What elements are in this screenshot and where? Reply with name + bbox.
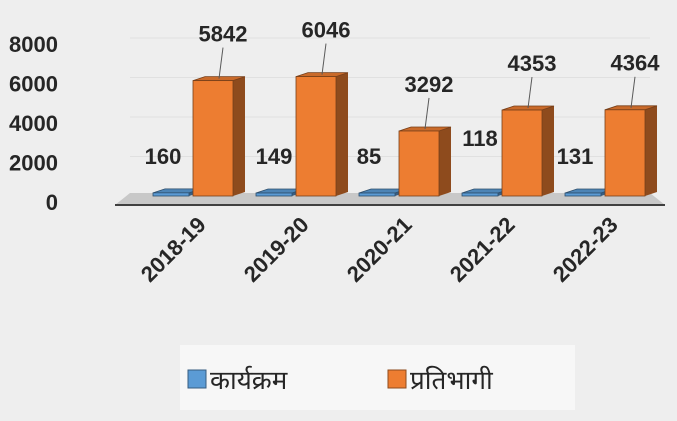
legend-swatch (387, 369, 407, 389)
data-label: 149 (256, 144, 293, 169)
bar (192, 76, 246, 197)
leader-line (630, 76, 636, 108)
data-label: 118 (462, 126, 498, 151)
bar (398, 126, 452, 197)
leader-line (321, 43, 327, 75)
legend-label: प्रतिभागी (410, 365, 494, 395)
y-tick-label: 6000 (9, 71, 58, 96)
bar-face (336, 72, 348, 196)
data-label: 131 (557, 144, 594, 169)
x-tick-label: 2022-23 (548, 212, 623, 287)
leader-line (527, 76, 533, 109)
legend-label: कार्यक्रम (210, 365, 288, 395)
bar-face (645, 105, 657, 196)
bar-face (255, 192, 293, 197)
y-tick-label: 8000 (9, 32, 58, 57)
leader-line (218, 47, 224, 79)
x-tick-label: 2018-19 (136, 212, 211, 287)
y-tick-label: 4000 (9, 111, 58, 136)
bar-face (604, 109, 646, 197)
bar-face (564, 192, 602, 197)
bar (501, 105, 555, 197)
data-label: 3292 (405, 72, 454, 97)
bar (295, 72, 349, 197)
bar (604, 105, 658, 197)
x-tick-label: 2019-20 (239, 212, 314, 287)
data-label: 4353 (508, 51, 557, 76)
bar-face (152, 192, 190, 197)
bar-face (501, 109, 543, 197)
data-label: 160 (145, 144, 182, 169)
bar-face (192, 80, 234, 197)
legend-swatch (187, 369, 207, 389)
y-tick-label: 0 (46, 190, 58, 215)
bar (461, 188, 511, 197)
data-label: 4364 (611, 51, 661, 76)
bar-face (295, 76, 337, 197)
data-label: 85 (357, 144, 381, 169)
bar-face (358, 192, 396, 197)
data-label: 5842 (199, 21, 248, 46)
bar-face (461, 192, 499, 197)
y-tick-label: 2000 (9, 150, 58, 175)
x-tick-label: 2020-21 (342, 212, 417, 287)
x-tick-label: 2021-22 (445, 212, 520, 287)
leader-line (424, 97, 430, 130)
data-label: 6046 (302, 17, 351, 42)
bar-face (398, 130, 440, 197)
bar-face (542, 106, 554, 196)
legend-box (180, 345, 575, 410)
bar-face (439, 126, 451, 196)
bar-face (233, 76, 245, 196)
